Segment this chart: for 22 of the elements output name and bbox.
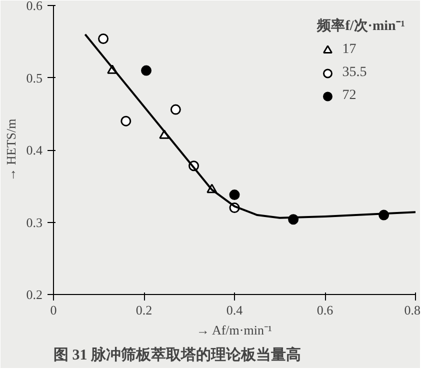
- y-tick-label: 0.6: [26, 0, 43, 13]
- legend-label: 35.5: [342, 65, 367, 81]
- legend-label: 72: [342, 88, 358, 104]
- x-tick-label: 0: [50, 302, 57, 318]
- legend-title: 频率f/次·min⁻¹: [317, 16, 405, 35]
- y-tick-label: 0.3: [26, 214, 42, 230]
- point: [141, 65, 152, 76]
- point: [170, 104, 181, 115]
- y-tick-label: 0.5: [26, 70, 42, 86]
- point: [98, 33, 109, 44]
- x-tick-label: 0.8: [404, 302, 420, 318]
- legend-label: 17: [342, 42, 358, 58]
- x-tick-label: 0.6: [316, 302, 334, 318]
- point: [120, 116, 132, 126]
- y-axis-title: → HETS/m: [3, 118, 18, 182]
- y-tick-label: 0.4: [26, 142, 43, 158]
- x-tick-label: 0.2: [136, 302, 152, 318]
- caption: 图 31 脉冲筛板萃取塔的理论板当量高: [54, 346, 301, 364]
- x-tick-label: 0.4: [226, 302, 244, 318]
- point: [229, 190, 240, 200]
- x-axis-title: → Af/m·min⁻¹: [196, 322, 272, 338]
- y-tick-label: 0.2: [26, 287, 42, 302]
